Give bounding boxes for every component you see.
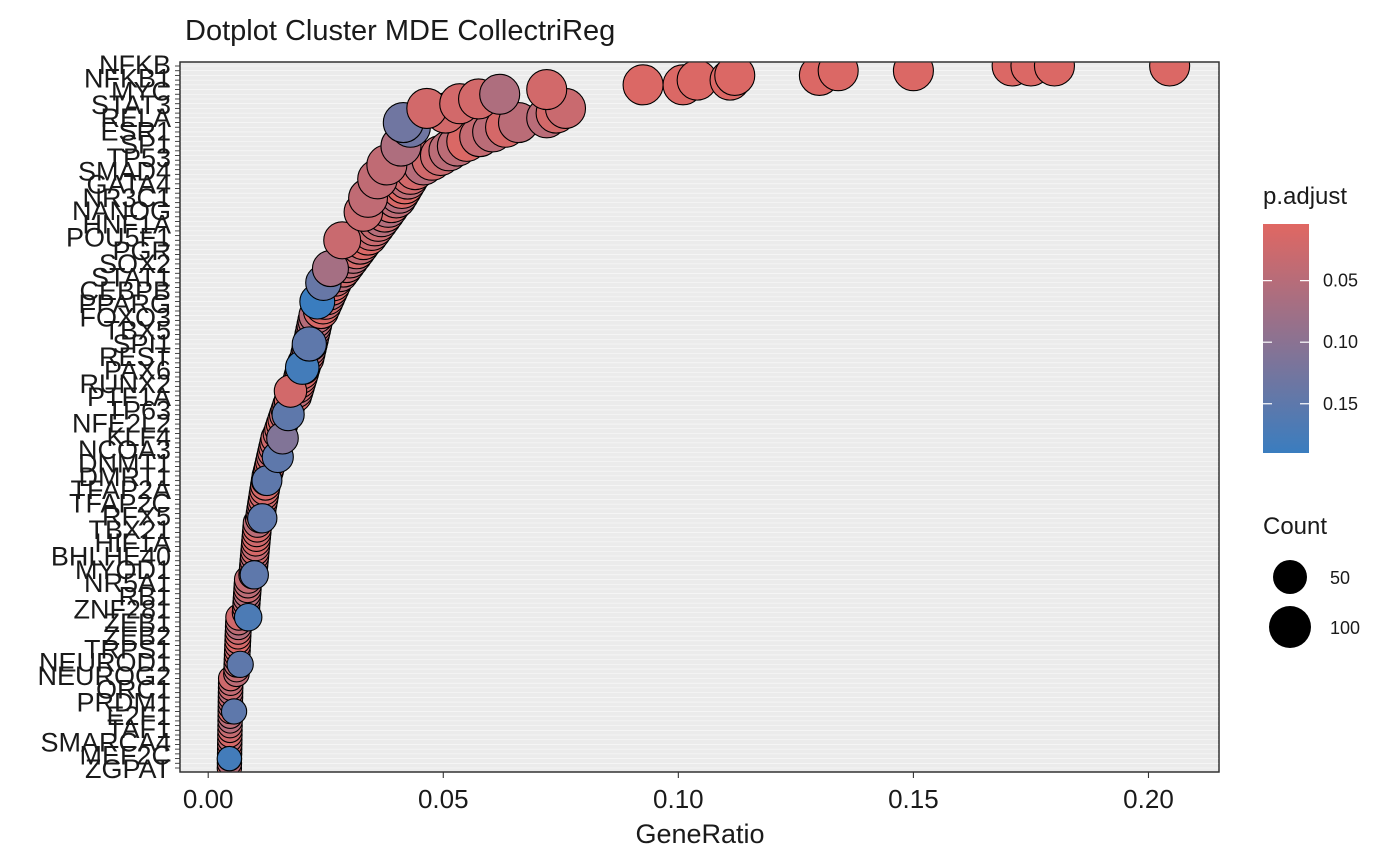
y-tick-label: ZEB1 (103, 608, 171, 638)
x-tick-label: 0.15 (888, 784, 939, 814)
y-tick-label: MYC (111, 77, 171, 107)
y-tick-label: KLF4 (106, 422, 171, 452)
y-tick-label: DNMT1 (78, 449, 171, 479)
y-tick-label: PRDM1 (76, 688, 171, 718)
x-axis: 0.00 0.05 0.10 0.15 0.20 (183, 772, 1174, 814)
y-tick-label: NFKB (99, 50, 171, 80)
y-tick-label: SMARCA4 (40, 727, 171, 757)
y-tick-label: STAT1 (91, 263, 171, 293)
y-tick-label: REST (99, 342, 171, 372)
color-legend-title: p.adjust (1263, 183, 1347, 210)
x-tick-label: 0.10 (653, 784, 704, 814)
y-tick-label: NFE2L2 (72, 409, 171, 439)
y-tick-label: ZEB2 (103, 621, 171, 651)
color-legend-bar (1263, 224, 1309, 453)
x-axis-title: GeneRatio (635, 819, 764, 849)
y-tick-label: NFKB1 (84, 63, 171, 93)
color-legend-tick-label: 0.10 (1323, 332, 1358, 352)
y-tick-label: ZGPAT (85, 754, 171, 784)
y-tick-label: NANOG (72, 196, 171, 226)
size-legend-dot-50 (1273, 560, 1307, 594)
y-tick-label: PPARG (78, 289, 171, 319)
y-tick-label: TBX5 (103, 316, 171, 346)
y-tick-label: PGR (112, 236, 171, 266)
y-tick-label: NEUROD1 (39, 648, 171, 678)
data-point (239, 560, 269, 590)
y-tick-label: TFAP2A (70, 475, 171, 505)
data-point (479, 73, 521, 115)
y-tick-label: HNF1A (82, 209, 171, 239)
y-tick-label: MYOD1 (75, 555, 171, 585)
y-tick-label: NEUROG2 (37, 661, 171, 691)
color-legend-tick-label: 0.05 (1323, 271, 1358, 291)
y-tick-label: PAX6 (104, 356, 171, 386)
y-tick-label: ESR1 (100, 116, 171, 146)
size-legend-label-100: 100 (1330, 618, 1360, 638)
size-legend: Count 50 100 (1263, 513, 1360, 648)
data-point (526, 69, 568, 111)
y-axis-labels: NFKBNFKB1MYCSTAT3RELAESR1SP1TP53SMAD4GAT… (37, 50, 171, 784)
y-tick-label: TAF1 (107, 714, 171, 744)
data-point (817, 62, 859, 92)
y-tick-label: NR5A1 (84, 568, 171, 598)
data-point (1149, 62, 1191, 87)
plot-border (179, 61, 1220, 773)
color-legend-tick-label: 0.15 (1323, 394, 1358, 414)
y-tick-label: FOXO3 (79, 302, 171, 332)
size-legend-label-50: 50 (1330, 568, 1350, 588)
data-point (892, 62, 934, 92)
points-layer (216, 62, 1191, 772)
y-tick-label: RUNX2 (79, 369, 171, 399)
data-point (291, 326, 327, 362)
data-point (216, 745, 243, 772)
data-point (247, 503, 278, 534)
data-point (220, 698, 248, 725)
y-tick-label: RFX5 (102, 502, 171, 532)
y-tick-label: STAT3 (91, 90, 171, 120)
data-point (226, 650, 254, 679)
y-tick-label: HIF1A (94, 528, 171, 558)
x-tick-label: 0.00 (183, 784, 234, 814)
size-legend-title: Count (1263, 513, 1327, 540)
y-tick-label: POU5F1 (66, 223, 171, 253)
y-tick-label: TFAP2C (69, 488, 171, 518)
y-tick-label: SMAD4 (78, 156, 171, 186)
data-point (233, 602, 263, 632)
y-tick-label: SP1 (120, 130, 171, 160)
y-tick-label: BHLHE40 (51, 542, 171, 572)
y-tick-label: MEF2C (79, 741, 171, 771)
y-tick-label: DMRT1 (78, 462, 171, 492)
y-tick-label: ORC1 (96, 674, 171, 704)
y-tick-label: NR3C1 (82, 183, 171, 213)
y-axis-ticks (175, 65, 180, 769)
y-tick-label: SPI1 (112, 329, 171, 359)
data-point (622, 64, 664, 106)
y-tick-label: RB1 (118, 581, 171, 611)
y-tick-label: TRPS1 (84, 635, 171, 665)
y-tick-label: CEBPB (79, 276, 171, 306)
chart-title: Dotplot Cluster MDE CollectriReg (185, 15, 615, 47)
y-tick-label: TBX21 (88, 515, 171, 545)
y-tick-label: SOX2 (99, 249, 171, 279)
y-tick-label: ZNF281 (73, 595, 171, 625)
x-tick-label: 0.05 (418, 784, 469, 814)
data-point (323, 221, 362, 260)
y-tick-label: NCOA3 (78, 435, 171, 465)
y-tick-label: PTF1A (87, 382, 171, 412)
y-tick-label: E2F1 (106, 701, 171, 731)
data-point (714, 62, 756, 96)
x-tick-label: 0.20 (1123, 784, 1174, 814)
y-tick-label: TP53 (106, 143, 171, 173)
data-point (1033, 62, 1075, 87)
size-legend-dot-100 (1269, 606, 1311, 648)
y-tick-label: RELA (100, 103, 171, 133)
y-tick-label: GATA4 (86, 170, 171, 200)
plot-panel (179, 61, 1220, 773)
y-tick-label: TP63 (106, 395, 171, 425)
color-legend: p.adjust 0.05 0.10 0.15 (1263, 183, 1358, 453)
